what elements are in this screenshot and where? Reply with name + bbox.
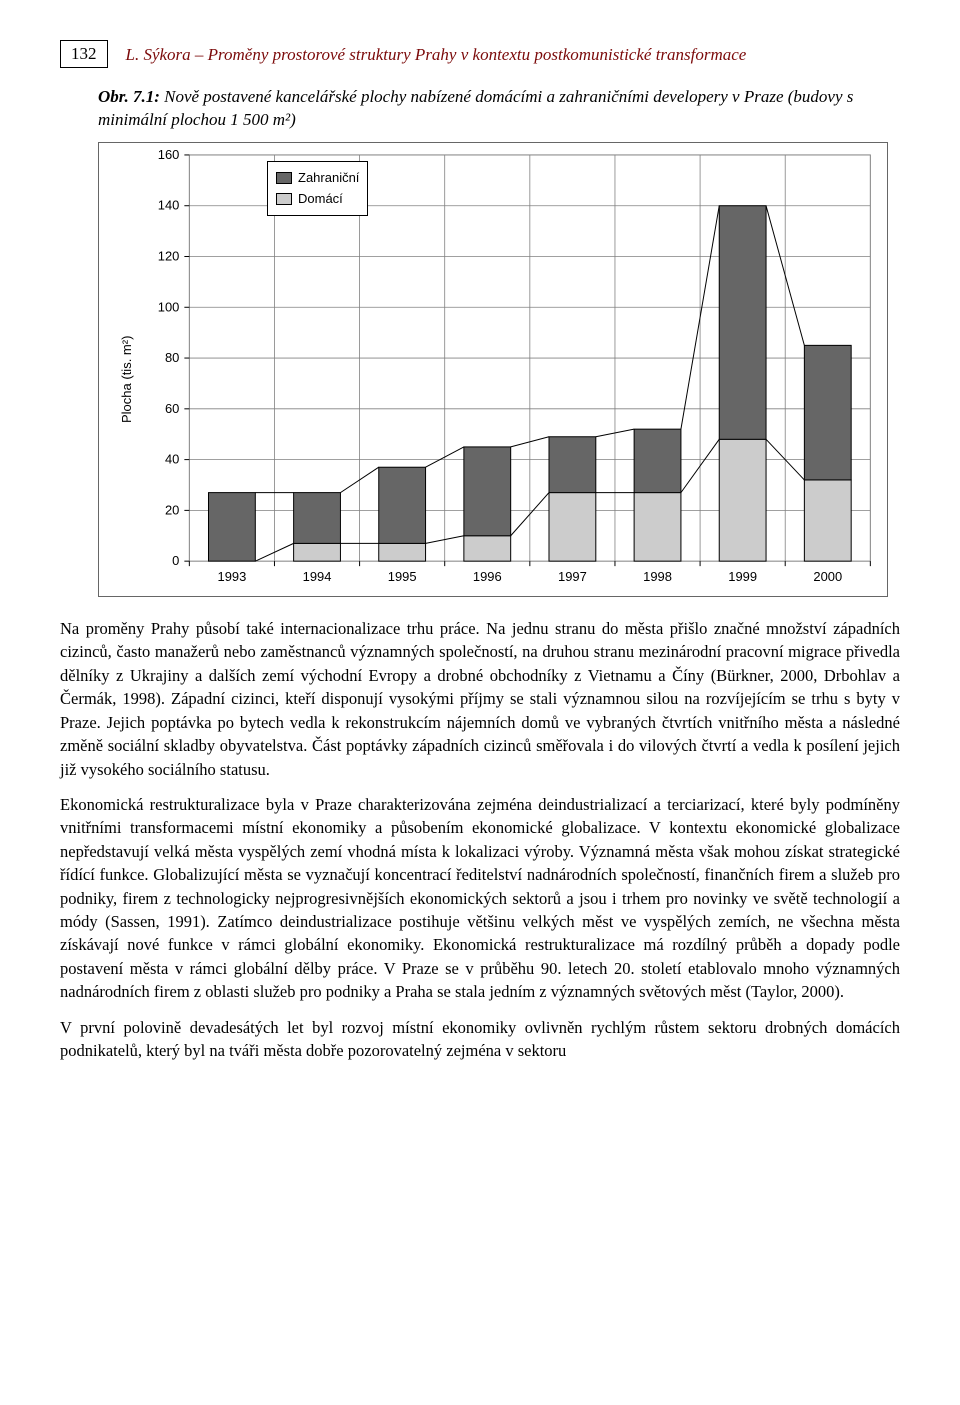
paragraph: V první polovině devadesátých let byl ro… — [60, 1016, 900, 1063]
svg-text:1993: 1993 — [218, 569, 247, 584]
svg-text:140: 140 — [158, 198, 180, 213]
svg-text:2000: 2000 — [813, 569, 842, 584]
page-number: 132 — [60, 40, 108, 68]
chart-container: 0 20 40 60 80 100 120 140 160 1993 1994 1995 1996 199… — [98, 142, 888, 597]
legend-item: Zahraniční — [276, 168, 359, 188]
svg-text:20: 20 — [165, 502, 179, 517]
legend-item: Domácí — [276, 189, 359, 209]
svg-text:60: 60 — [165, 401, 179, 416]
svg-text:100: 100 — [158, 299, 180, 314]
running-title: L. Sýkora – Proměny prostorové struktury… — [126, 40, 747, 68]
figure-label: Obr. 7.1: — [98, 87, 160, 106]
legend-swatch — [276, 172, 292, 184]
page-header: 132 L. Sýkora – Proměny prostorové struk… — [60, 40, 900, 68]
svg-text:40: 40 — [165, 452, 179, 467]
svg-text:160: 160 — [158, 147, 180, 162]
y-axis-label: Plocha (tis. m²) — [117, 336, 137, 423]
legend-label: Zahraniční — [298, 168, 359, 188]
legend-swatch — [276, 193, 292, 205]
paragraph: Na proměny Prahy působí také internacion… — [60, 617, 900, 781]
stacked-bar-chart: 0 20 40 60 80 100 120 140 160 1993 1994 1995 1996 199… — [99, 143, 887, 596]
figure-caption-text: Nově postavené kancelářské plochy nabíze… — [98, 87, 853, 129]
svg-text:80: 80 — [165, 350, 179, 365]
paragraph: Ekonomická restrukturalizace byla v Praz… — [60, 793, 900, 1004]
svg-text:1995: 1995 — [388, 569, 417, 584]
body-text: Na proměny Prahy působí také internacion… — [60, 617, 900, 1063]
legend-label: Domácí — [298, 189, 343, 209]
svg-text:1996: 1996 — [473, 569, 502, 584]
svg-text:120: 120 — [158, 248, 180, 263]
figure-caption: Obr. 7.1: Nově postavené kancelářské plo… — [98, 86, 900, 132]
svg-text:0: 0 — [172, 553, 179, 568]
svg-text:1998: 1998 — [643, 569, 672, 584]
svg-text:1999: 1999 — [728, 569, 757, 584]
svg-text:1997: 1997 — [558, 569, 587, 584]
chart-legend: ZahraničníDomácí — [267, 161, 368, 216]
svg-text:1994: 1994 — [303, 569, 332, 584]
